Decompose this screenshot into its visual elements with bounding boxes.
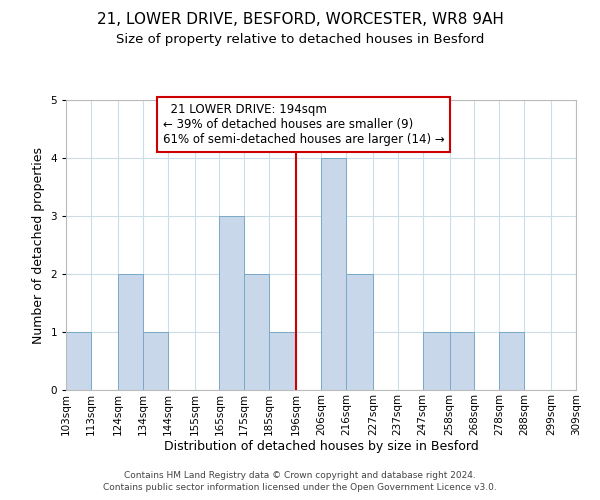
Bar — [450, 332, 475, 390]
Bar — [66, 332, 91, 390]
Text: Size of property relative to detached houses in Besford: Size of property relative to detached ho… — [116, 32, 484, 46]
Bar — [346, 274, 373, 390]
Bar — [321, 158, 346, 390]
Bar — [244, 274, 269, 390]
Text: 21 LOWER DRIVE: 194sqm
← 39% of detached houses are smaller (9)
61% of semi-deta: 21 LOWER DRIVE: 194sqm ← 39% of detached… — [163, 103, 445, 146]
Y-axis label: Number of detached properties: Number of detached properties — [32, 146, 45, 344]
Bar — [576, 332, 600, 390]
Text: Contains HM Land Registry data © Crown copyright and database right 2024.: Contains HM Land Registry data © Crown c… — [124, 471, 476, 480]
Bar — [499, 332, 524, 390]
Bar — [143, 332, 167, 390]
Bar — [269, 332, 296, 390]
Bar — [118, 274, 143, 390]
X-axis label: Distribution of detached houses by size in Besford: Distribution of detached houses by size … — [164, 440, 478, 454]
Bar — [220, 216, 244, 390]
Text: Contains public sector information licensed under the Open Government Licence v3: Contains public sector information licen… — [103, 484, 497, 492]
Bar — [422, 332, 450, 390]
Text: 21, LOWER DRIVE, BESFORD, WORCESTER, WR8 9AH: 21, LOWER DRIVE, BESFORD, WORCESTER, WR8… — [97, 12, 503, 28]
